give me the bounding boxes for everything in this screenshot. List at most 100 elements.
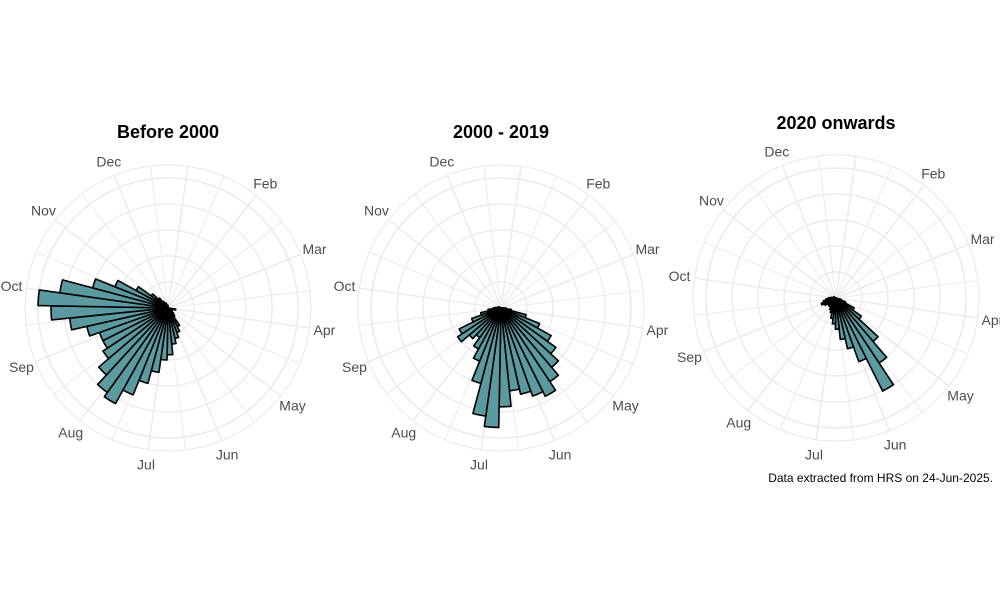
grid-spoke <box>167 307 282 397</box>
month-label: Nov <box>699 193 724 209</box>
month-label: Apr <box>647 322 669 338</box>
grid-spoke <box>359 287 502 309</box>
grid-spoke <box>167 253 301 309</box>
month-label: Oct <box>1 278 23 294</box>
grid-spoke <box>835 156 857 299</box>
polar-panel-3: Feb Mar Apr May Jun Jul Aug Sep Oct Nov Dec 2020 on… <box>669 113 1000 462</box>
month-label: Nov <box>31 203 56 219</box>
month-label: Aug <box>726 415 751 431</box>
grid-spoke <box>500 290 643 309</box>
polar-panel-1: Feb Mar Apr May Jun Jul Aug Sep Oct Nov Dec Before … <box>1 122 336 472</box>
grid-spoke <box>500 307 643 329</box>
grid-spoke <box>500 221 616 309</box>
month-label: Jun <box>884 437 907 453</box>
grid-spoke <box>167 176 225 309</box>
grid-spoke <box>500 176 558 309</box>
polar-bar <box>102 307 169 360</box>
month-label: Oct <box>334 278 356 294</box>
grid-spoke <box>369 251 502 309</box>
month-label: Jul <box>470 456 488 472</box>
grid-ring <box>37 177 299 439</box>
grid-spoke <box>387 219 502 309</box>
month-label: Feb <box>253 175 277 191</box>
grid-spoke <box>835 280 978 299</box>
grid-spoke <box>721 297 837 385</box>
panel-title: 2020 onwards <box>776 113 895 133</box>
polar-bar <box>97 307 169 376</box>
grid-spoke <box>749 183 837 299</box>
polar-bar <box>103 307 169 405</box>
grid-spoke <box>446 175 502 309</box>
grid-spoke <box>835 166 893 299</box>
polar-bar <box>500 307 557 398</box>
caption: Data extracted from HRS on 24-Jun-2025. <box>768 471 993 485</box>
polar-bar <box>835 297 846 341</box>
grid-spoke <box>167 194 257 309</box>
polar-panel-2: Feb Mar Apr May Jun Jul Aug Sep Oct Nov Dec 2000 - … <box>334 122 669 472</box>
grid-spoke <box>500 194 590 309</box>
polar-bar <box>500 307 544 397</box>
polar-bar <box>500 307 532 396</box>
month-label: Apr <box>314 322 336 338</box>
month-label: Jun <box>216 447 239 463</box>
grid-spoke <box>703 297 837 353</box>
grid-spoke <box>835 184 925 299</box>
grid-spoke <box>167 307 255 423</box>
month-label: Dec <box>764 144 789 160</box>
grid-ring <box>757 219 915 377</box>
month-label: Sep <box>9 359 34 375</box>
panel-title: 2000 - 2019 <box>453 122 549 142</box>
polar-bar <box>832 295 837 299</box>
polar-bar <box>835 297 855 350</box>
month-label: Aug <box>391 425 416 441</box>
month-label: Feb <box>921 165 945 181</box>
grid-ring <box>370 177 632 439</box>
grid-spoke <box>414 193 502 309</box>
grid-spoke <box>694 277 837 299</box>
polar-bar <box>835 297 868 363</box>
grid-spoke <box>704 241 837 299</box>
grid-spoke <box>167 166 189 309</box>
polar-bar <box>470 307 502 323</box>
month-label: Oct <box>669 268 691 284</box>
grid-spoke <box>167 307 300 365</box>
grid-spoke <box>359 307 502 326</box>
grid-ring <box>783 245 889 351</box>
polar-bar <box>96 307 169 394</box>
month-label: Dec <box>96 154 121 170</box>
grid-spoke <box>835 297 978 319</box>
grid-spoke <box>779 297 837 430</box>
grid-spoke <box>113 175 169 309</box>
month-label: Feb <box>586 175 610 191</box>
polar-bar <box>456 307 502 343</box>
polar-bar <box>497 305 502 309</box>
grid-ring-outer <box>24 164 312 452</box>
grid-spoke <box>500 166 522 309</box>
grid-spoke <box>722 209 837 299</box>
grid-ring <box>731 193 941 403</box>
month-label: Nov <box>364 203 389 219</box>
grid-spoke <box>167 221 283 309</box>
grid-spoke <box>500 253 634 309</box>
grid-spoke <box>81 193 169 309</box>
grid-spoke <box>835 211 951 299</box>
month-label: Sep <box>677 349 702 365</box>
month-label: Jul <box>137 456 155 472</box>
grid-spoke <box>167 290 310 309</box>
month-label: Jun <box>549 447 572 463</box>
grid-spoke <box>747 297 837 412</box>
panel-title: Before 2000 <box>117 122 219 142</box>
grid-spoke <box>781 165 837 299</box>
month-label: Dec <box>429 154 454 170</box>
month-label: Mar <box>302 241 326 257</box>
polar-bar <box>458 307 502 335</box>
grid-ring-outer <box>692 154 980 442</box>
month-label: May <box>947 387 973 403</box>
grid-ring-outer <box>357 164 645 452</box>
grid-ring <box>396 203 606 413</box>
grid-spoke <box>167 307 310 329</box>
grid-spoke <box>818 156 837 299</box>
grid-spoke <box>483 166 502 309</box>
grid-ring <box>705 167 967 429</box>
